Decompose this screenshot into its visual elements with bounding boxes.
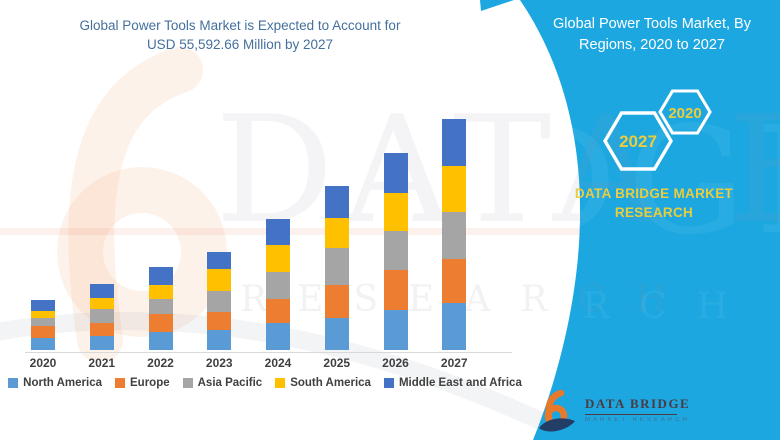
side-panel-heading-line2: Regions, 2020 to 2027 bbox=[579, 37, 725, 53]
bar-segment-south-america bbox=[89, 297, 114, 310]
bar-segment-asia-pacific bbox=[207, 291, 232, 312]
x-axis-label-2025: 2025 bbox=[323, 356, 351, 370]
bar-segment-north-america bbox=[31, 337, 55, 350]
teal-corner-sliver bbox=[480, 0, 514, 11]
bar-segment-north-america bbox=[442, 302, 467, 350]
chart-title: Global Power Tools Market is Expected to… bbox=[10, 16, 470, 54]
legend-item-north-america: North America bbox=[8, 377, 102, 389]
bar-segment-middle-east-and-africa bbox=[324, 185, 349, 218]
bar-segment-europe bbox=[207, 311, 232, 330]
legend-swatch-icon bbox=[275, 378, 286, 388]
side-panel-heading: Global Power Tools Market, By Regions, 2… bbox=[532, 14, 772, 56]
bar-segment-europe bbox=[266, 299, 290, 324]
logo-text-block: DATA BRIDGE MARKET RESEARCH bbox=[585, 396, 690, 423]
legend-label: North America bbox=[23, 377, 102, 389]
x-axis-label-2021: 2021 bbox=[88, 356, 116, 370]
bar-segment-asia-pacific bbox=[383, 231, 408, 271]
bar-segment-north-america bbox=[207, 330, 232, 350]
legend-item-asia-pacific: Asia Pacific bbox=[182, 377, 263, 389]
legend-label: Europe bbox=[130, 377, 170, 389]
bar-segment-north-america bbox=[148, 332, 173, 350]
legend-item-south-america: South America bbox=[275, 377, 371, 389]
bar-segment-middle-east-and-africa bbox=[148, 267, 173, 285]
bar-segment-europe bbox=[148, 314, 173, 333]
hexagon-2027-icon bbox=[603, 111, 673, 171]
legend: North America Europe Asia Pacific South Ame… bbox=[8, 377, 522, 389]
bar-segment-asia-pacific bbox=[324, 248, 349, 286]
logo-divider bbox=[585, 414, 677, 415]
bar-segment-north-america bbox=[266, 323, 290, 350]
bar-segment-middle-east-and-africa bbox=[31, 300, 55, 311]
bar-segment-europe bbox=[89, 323, 114, 336]
data-bridge-logo-icon bbox=[539, 389, 575, 432]
legend-swatch-icon bbox=[8, 378, 19, 388]
side-panel-heading-line1: Global Power Tools Market, By bbox=[553, 16, 751, 32]
bar-segment-asia-pacific bbox=[442, 211, 467, 260]
hexagon-2020-icon bbox=[658, 89, 712, 135]
x-axis-label-2026: 2026 bbox=[382, 356, 409, 370]
bar-segment-south-america bbox=[266, 244, 290, 272]
bar-segment-europe bbox=[324, 285, 349, 318]
bar-segment-asia-pacific bbox=[31, 318, 55, 326]
bar-segment-south-america bbox=[383, 192, 408, 232]
bar-segment-asia-pacific bbox=[89, 309, 114, 324]
brand-text-line2: RESEARCH bbox=[614, 205, 694, 220]
brand-text-line1: DATA BRIDGE MARKET bbox=[574, 186, 734, 201]
bar-segment-north-america bbox=[89, 336, 114, 350]
bar-segment-south-america bbox=[442, 165, 467, 212]
bar-segment-middle-east-and-africa bbox=[442, 119, 467, 166]
hexagon-2020-label: 2020 bbox=[668, 105, 701, 122]
x-axis-label-2023: 2023 bbox=[205, 356, 233, 370]
logo-name: DATA BRIDGE bbox=[585, 396, 691, 411]
x-axis-label-2020: 2020 bbox=[29, 356, 57, 370]
bar-segment-middle-east-and-africa bbox=[266, 219, 290, 245]
bar-segment-south-america bbox=[207, 269, 232, 291]
x-axis-label-2022: 2022 bbox=[147, 356, 174, 370]
bar-segment-middle-east-and-africa bbox=[383, 153, 408, 193]
legend-item-europe: Europe bbox=[115, 377, 170, 389]
bar-segment-north-america bbox=[324, 317, 349, 350]
bar-segment-asia-pacific bbox=[266, 271, 290, 300]
legend-label: South America bbox=[290, 377, 371, 389]
bar-segment-south-america bbox=[324, 217, 349, 249]
chart-title-line2: USD 55,592.66 Million by 2027 bbox=[146, 37, 334, 52]
bar-segment-europe bbox=[31, 325, 55, 338]
bar-segment-middle-east-and-africa bbox=[89, 284, 114, 298]
plot-area: 2020 2021 2022 2023 2024 2025 2026 2027 bbox=[25, 98, 505, 370]
bar-segment-south-america bbox=[31, 310, 55, 319]
legend-label: Middle East and Africa bbox=[398, 377, 522, 389]
legend-item-middle-east-and-africa: Middle East and Africa bbox=[383, 377, 522, 389]
year-hexagons: 2027 2020 bbox=[603, 89, 712, 171]
legend-swatch-icon bbox=[182, 378, 193, 388]
bar-segment-asia-pacific bbox=[148, 298, 173, 315]
brand-text: DATA BRIDGE MARKET RESEARCH bbox=[548, 184, 760, 222]
x-axis-line bbox=[25, 352, 512, 353]
bar-segment-europe bbox=[442, 259, 467, 303]
legend-swatch-icon bbox=[383, 378, 394, 388]
legend-label: Asia Pacific bbox=[197, 377, 263, 389]
bar-segment-middle-east-and-africa bbox=[207, 251, 232, 270]
svg-text:EARCH: EARCH bbox=[470, 286, 758, 327]
hexagon-2027-label: 2027 bbox=[619, 132, 657, 151]
bar-segment-south-america bbox=[148, 285, 173, 299]
x-axis-label-2024: 2024 bbox=[264, 356, 292, 370]
logo-subtitle: MARKET RESEARCH bbox=[585, 417, 690, 423]
data-bridge-logo: DATA BRIDGE MARKET RESEARCH bbox=[538, 389, 690, 435]
bar-segment-north-america bbox=[383, 310, 408, 350]
legend-swatch-icon bbox=[115, 378, 125, 388]
chart-title-line1: Global Power Tools Market is Expected to… bbox=[79, 18, 401, 33]
x-axis-label-2027: 2027 bbox=[440, 356, 468, 370]
bar-segment-europe bbox=[383, 270, 408, 310]
